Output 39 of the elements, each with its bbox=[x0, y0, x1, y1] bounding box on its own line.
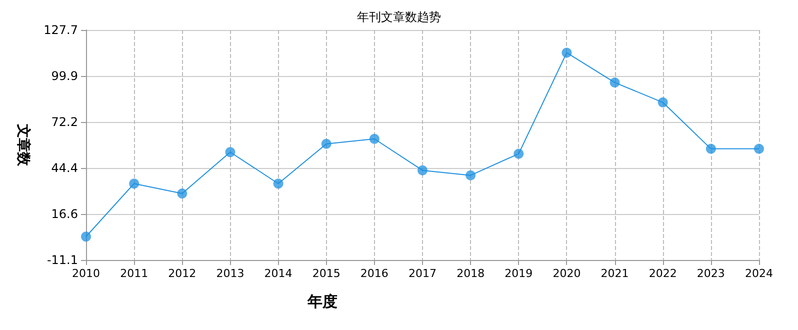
x-tick-label: 2024 bbox=[745, 267, 773, 280]
x-tick-label: 2021 bbox=[600, 267, 629, 280]
y-tick-label: 72.2 bbox=[51, 114, 78, 129]
y-axis-title: 文章数 bbox=[15, 123, 32, 167]
y-tick-label: 44.4 bbox=[51, 161, 78, 176]
point bbox=[418, 165, 428, 176]
x-tick-label: 2017 bbox=[408, 267, 436, 280]
point bbox=[369, 134, 380, 144]
point bbox=[177, 188, 188, 199]
x-tick-label: 2020 bbox=[552, 267, 581, 280]
point bbox=[610, 78, 620, 88]
point bbox=[466, 170, 476, 180]
x-tick-label: 2011 bbox=[120, 267, 148, 280]
y-tick-label: 16.6 bbox=[51, 207, 78, 222]
chart-title: 年刊文章数趋势 bbox=[357, 10, 441, 24]
point bbox=[658, 97, 668, 108]
y-tick-label: 99.9 bbox=[51, 69, 78, 84]
y-tick-label: 127.7 bbox=[44, 23, 78, 37]
point bbox=[514, 148, 524, 159]
point bbox=[706, 144, 716, 154]
point bbox=[81, 232, 91, 242]
point bbox=[273, 178, 284, 189]
x-tick-label: 2018 bbox=[456, 267, 485, 280]
point bbox=[129, 178, 140, 189]
x-tick-label: 2022 bbox=[648, 267, 677, 280]
point bbox=[754, 144, 764, 154]
x-tick-label: 2015 bbox=[312, 267, 340, 280]
x-tick-label: 2013 bbox=[216, 267, 244, 280]
point bbox=[562, 48, 572, 58]
x-tick-label: 2012 bbox=[168, 267, 196, 280]
point bbox=[225, 147, 236, 158]
x-tick-label: 2016 bbox=[360, 267, 388, 280]
x-tick-label: 2019 bbox=[504, 267, 533, 280]
x-axis-title: 年度 bbox=[306, 292, 338, 310]
x-tick-label: 2023 bbox=[696, 267, 725, 280]
point bbox=[321, 138, 332, 149]
x-tick-label: 2014 bbox=[264, 267, 292, 280]
x-tick-label: 2010 bbox=[72, 267, 100, 280]
y-tick-label: -11.1 bbox=[46, 253, 78, 267]
